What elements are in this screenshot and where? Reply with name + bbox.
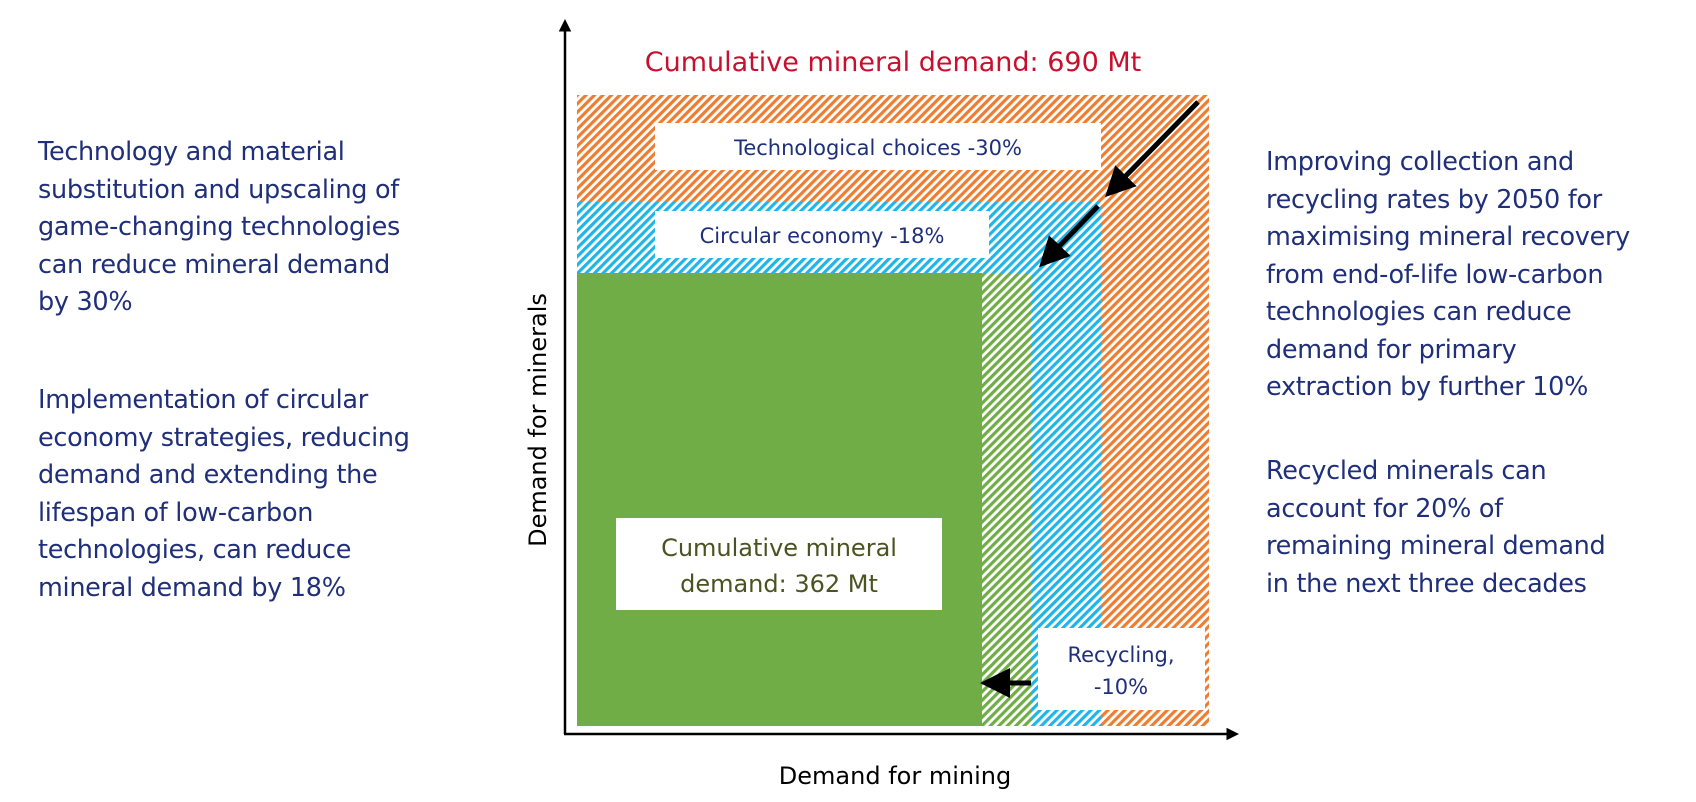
text-line: technologies, can reduce <box>38 535 352 565</box>
total-demand-label: Cumulative mineral demand: 690 Mt <box>645 47 1141 78</box>
text-line: maximising mineral recovery <box>1266 222 1630 252</box>
text-line: economy strategies, reducing <box>38 422 410 453</box>
y-axis-label: Demand for minerals <box>524 293 552 547</box>
circular-economy-label-box <box>655 211 989 258</box>
text-line: in the next three decades <box>1266 568 1587 599</box>
text-line: Implementation of circular <box>38 385 368 415</box>
text-line: demand and extending the <box>38 460 378 490</box>
text-line: extraction by further 10% <box>1266 372 1589 402</box>
text-line: game-changing technologies <box>38 212 401 242</box>
text-line: substitution and upscaling of <box>38 174 399 205</box>
recycling-label-line1: Recycling, <box>1067 643 1174 667</box>
circular-economy-label: Circular economy -18% <box>700 224 945 248</box>
text-line: Improving collection and <box>1266 147 1574 177</box>
remaining-demand-label-line2: demand: 362 Mt <box>680 570 878 598</box>
text-line: recycling rates by 2050 for <box>1266 184 1602 215</box>
right-paragraph-recycled-minerals: Recycled minerals can account for 20% of… <box>1266 453 1606 603</box>
recycling-label-box <box>1038 628 1205 710</box>
x-axis-label: Demand for mining <box>779 762 1011 790</box>
text-line: mineral demand by 18% <box>38 572 346 603</box>
remaining-demand-label-line1: Cumulative mineral <box>661 534 897 562</box>
tech-reduction-arrow <box>1105 100 1200 198</box>
text-line: technologies can reduce <box>1266 297 1572 327</box>
circular-reduction-arrow <box>1039 204 1100 268</box>
text-line: Technology and material <box>38 137 345 167</box>
remaining-demand-label-box <box>616 518 942 610</box>
text-line: lifespan of low-carbon <box>38 497 314 528</box>
text-line: remaining mineral demand <box>1266 531 1606 561</box>
right-paragraph-collection-recycling: Improving collection and recycling rates… <box>1266 144 1630 407</box>
left-paragraph-circular-economy: Implementation of circular economy strat… <box>38 382 410 607</box>
text-line: from end-of-life low-carbon <box>1266 259 1604 290</box>
text-line: can reduce mineral demand <box>38 249 390 280</box>
left-paragraph-technology: Technology and material substitution and… <box>38 134 400 322</box>
text-line: demand for primary <box>1266 334 1517 365</box>
recycling-label-line2: -10% <box>1094 675 1148 699</box>
text-line: account for 20% of <box>1266 493 1503 524</box>
remaining-demand-region <box>577 273 982 726</box>
tech-choices-label: Technological choices -30% <box>733 136 1022 160</box>
text-line: by 30% <box>38 287 133 317</box>
tech-choices-label-box <box>655 123 1101 170</box>
text-line: Recycled minerals can <box>1266 456 1547 486</box>
